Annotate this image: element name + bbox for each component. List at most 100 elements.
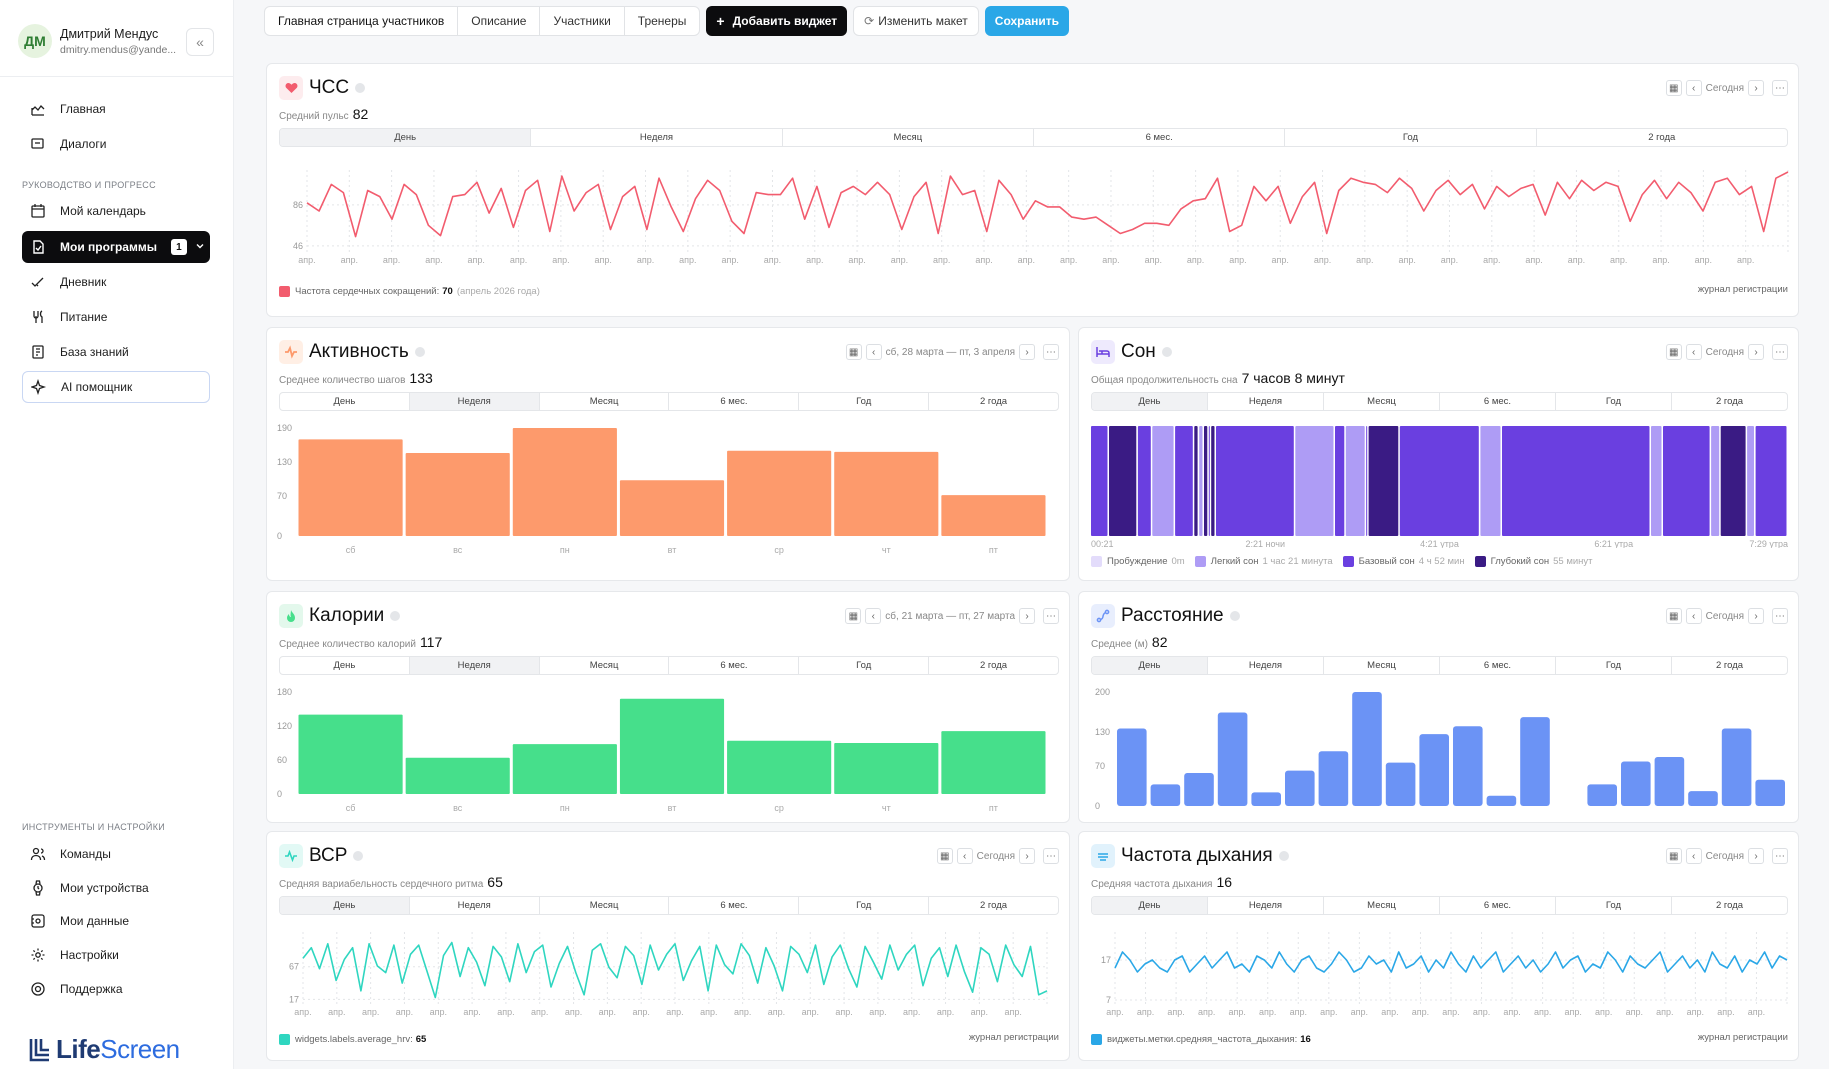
change-layout-button[interactable]: ⟳ Изменить макет: [853, 6, 979, 36]
period-6m[interactable]: 6 мес.: [1440, 393, 1556, 410]
period-year[interactable]: Год: [1556, 393, 1672, 410]
period-week[interactable]: Неделя: [409, 393, 540, 410]
calories-bar-chart[interactable]: 0 60 120 180 сб вс пн вт ср чт пт: [267, 682, 1071, 822]
period-month[interactable]: Месяц: [1324, 393, 1440, 410]
chevron-left-icon[interactable]: ‹: [1685, 848, 1702, 864]
period-month[interactable]: Месяц: [783, 129, 1034, 146]
period-month[interactable]: Месяц: [540, 393, 670, 410]
distance-bar-chart[interactable]: 0 70 130 200: [1079, 682, 1800, 822]
period-day[interactable]: День: [1092, 897, 1208, 914]
chevron-left-icon[interactable]: ‹: [865, 344, 882, 360]
period-week[interactable]: Неделя: [1208, 657, 1324, 674]
period-month[interactable]: Месяц: [540, 657, 670, 674]
more-icon[interactable]: ⋯: [1772, 848, 1788, 864]
sidebar-item-programs[interactable]: Мои программы 1: [22, 231, 210, 263]
collapse-sidebar-button[interactable]: «: [186, 28, 214, 56]
avatar[interactable]: ДМ: [18, 24, 52, 58]
period-day[interactable]: День: [1092, 657, 1208, 674]
hrv-line-chart[interactable]: апр. апр. апр. апр. апр. апр. апр. апр. апр. апр.…: [267, 922, 1071, 1032]
tab-trainers[interactable]: Тренеры: [637, 14, 687, 28]
tab-participants-home[interactable]: Главная страница участников: [265, 7, 459, 35]
period-month[interactable]: Месяц: [1324, 657, 1440, 674]
info-icon[interactable]: [1161, 347, 1172, 357]
sidebar-item-ai-assistant[interactable]: AI помощник: [22, 371, 210, 403]
period-year[interactable]: Год: [799, 897, 930, 914]
calendar-icon[interactable]: ▦: [1665, 80, 1682, 96]
calendar-icon[interactable]: ▦: [1665, 344, 1682, 360]
info-icon[interactable]: [355, 83, 366, 93]
sidebar-item-diary[interactable]: Дневник: [22, 266, 210, 298]
period-6m[interactable]: 6 мес.: [669, 657, 800, 674]
chevron-left-icon[interactable]: ‹: [956, 848, 973, 864]
user-profile[interactable]: ДМ Дмитрий Мендус dmitry.mendus@yande...…: [18, 24, 214, 58]
period-week[interactable]: Неделя: [1208, 393, 1324, 410]
period-week[interactable]: Неделя: [531, 129, 783, 146]
save-button[interactable]: Сохранить: [984, 6, 1070, 36]
period-2y[interactable]: 2 года: [980, 660, 1008, 671]
period-year[interactable]: Год: [1556, 897, 1672, 914]
period-day[interactable]: День: [280, 657, 410, 674]
period-2y[interactable]: 2 года: [980, 900, 1008, 911]
info-icon[interactable]: [390, 611, 401, 621]
calendar-icon[interactable]: ▦: [845, 344, 862, 360]
period-year[interactable]: Год: [799, 657, 930, 674]
period-week[interactable]: Неделя: [409, 657, 540, 674]
chevron-left-icon[interactable]: ‹: [865, 608, 882, 624]
chevron-right-icon[interactable]: ›: [1019, 608, 1035, 624]
chevron-right-icon[interactable]: ›: [1748, 848, 1764, 864]
info-icon[interactable]: [353, 851, 364, 861]
sidebar-item-knowledge-base[interactable]: База знаний: [22, 336, 210, 368]
sidebar-item-teams[interactable]: Команды: [22, 838, 210, 870]
tab-participants[interactable]: Участники: [540, 7, 625, 35]
sleep-stage-chart[interactable]: 00:21 2:21 ночи 4:21 утра 6:21 утра 7:29 утр…: [1079, 418, 1800, 548]
period-year[interactable]: Год: [1556, 657, 1672, 674]
more-icon[interactable]: ⋯: [1772, 608, 1788, 624]
log-link[interactable]: журнал регистрации: [1697, 1032, 1788, 1043]
chevron-right-icon[interactable]: ›: [1748, 344, 1764, 360]
sidebar-item-nutrition[interactable]: Питание: [22, 301, 210, 333]
sidebar-item-dialogs[interactable]: Диалоги: [22, 128, 210, 160]
tab-description[interactable]: Описание: [458, 7, 541, 35]
sidebar-item-support[interactable]: Поддержка: [22, 973, 210, 1005]
sidebar-item-my-data[interactable]: Мои данные: [22, 905, 210, 937]
calendar-icon[interactable]: ▦: [845, 608, 862, 624]
chevron-right-icon[interactable]: ›: [1748, 80, 1764, 96]
chevron-right-icon[interactable]: ›: [1019, 848, 1035, 864]
chevron-left-icon[interactable]: ‹: [1685, 344, 1702, 360]
period-2y[interactable]: 2 года: [980, 396, 1008, 407]
period-2y[interactable]: 2 года: [1715, 396, 1744, 407]
more-icon[interactable]: ⋯: [1772, 80, 1788, 96]
period-day[interactable]: День: [1092, 393, 1208, 410]
more-icon[interactable]: ⋯: [1043, 848, 1059, 864]
more-icon[interactable]: ⋯: [1043, 608, 1059, 624]
app-logo[interactable]: LifeScreen: [28, 1034, 180, 1065]
period-6m[interactable]: 6 мес.: [1440, 897, 1556, 914]
period-month[interactable]: Месяц: [1324, 897, 1440, 914]
calendar-icon[interactable]: ▦: [936, 848, 953, 864]
period-week[interactable]: Неделя: [1208, 897, 1324, 914]
period-year[interactable]: Год: [1285, 129, 1537, 146]
sidebar-item-devices[interactable]: Мои устройства: [22, 872, 210, 904]
chevron-left-icon[interactable]: ‹: [1685, 608, 1702, 624]
sidebar-item-home[interactable]: Главная: [22, 93, 210, 125]
period-year[interactable]: Год: [799, 393, 930, 410]
period-6m[interactable]: 6 мес.: [1440, 657, 1556, 674]
sidebar-item-settings[interactable]: Настройки: [22, 939, 210, 971]
calendar-icon[interactable]: ▦: [1665, 848, 1682, 864]
chevron-right-icon[interactable]: ›: [1019, 344, 1035, 360]
period-6m[interactable]: 6 мес.: [669, 393, 800, 410]
chevron-left-icon[interactable]: ‹: [1685, 80, 1702, 96]
period-2y[interactable]: 2 года: [1648, 132, 1676, 143]
period-2y[interactable]: 2 года: [1715, 900, 1744, 911]
period-week[interactable]: Неделя: [410, 897, 540, 914]
chevron-down-icon[interactable]: [195, 240, 205, 254]
period-day[interactable]: День: [280, 897, 410, 914]
activity-bar-chart[interactable]: 0 70 130 190 сб вс пн вт ср чт пт: [267, 418, 1071, 578]
add-widget-button[interactable]: + Добавить виджет: [706, 6, 848, 36]
period-2y[interactable]: 2 года: [1715, 660, 1744, 671]
period-6m[interactable]: 6 мес.: [1034, 129, 1286, 146]
sidebar-item-calendar[interactable]: Мой календарь: [22, 195, 210, 227]
period-day[interactable]: День: [280, 129, 532, 146]
hr-line-chart[interactable]: апр. апр. апр. апр. апр. апр. апр. апр. апр. апр.…: [267, 160, 1800, 280]
chevron-right-icon[interactable]: ›: [1748, 608, 1764, 624]
